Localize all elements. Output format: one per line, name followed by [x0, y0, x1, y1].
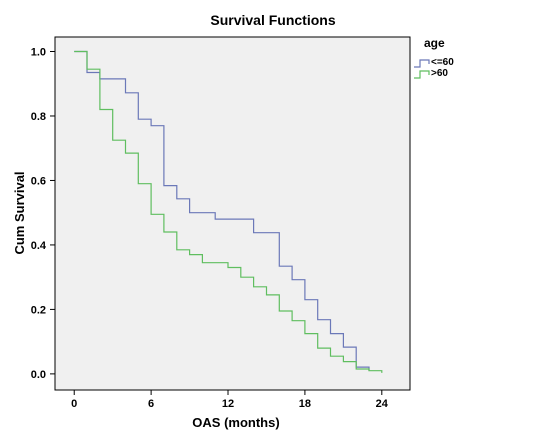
y-tick-label: 0.4	[31, 240, 47, 252]
x-tick-label: 6	[148, 398, 154, 410]
legend-label: >60	[431, 68, 448, 79]
x-axis: 0 6 12 18 24	[71, 390, 389, 410]
y-tick-label: 1.0	[31, 47, 46, 59]
chart-title: Survival Functions	[210, 12, 335, 28]
y-axis: 0.0 0.2 0.4 0.6 0.8 1.0	[31, 47, 55, 381]
series-layer	[74, 50, 383, 373]
y-tick-label: 0.8	[31, 111, 46, 123]
legend-label: <=60	[431, 57, 454, 68]
x-tick-label: 18	[299, 398, 311, 410]
y-tick-label: 0.0	[31, 369, 46, 381]
y-axis-title: Cum Survival	[12, 171, 27, 254]
legend-swatch	[414, 59, 430, 68]
legend-title: age	[424, 36, 445, 50]
x-tick-label: 0	[71, 398, 77, 410]
plot-area	[54, 36, 411, 391]
y-tick-label: 0.2	[31, 304, 46, 316]
series-line-0	[74, 50, 370, 371]
legend: age <=60>60	[414, 36, 454, 79]
x-tick-label: 24	[376, 398, 389, 410]
y-tick-label: 0.6	[31, 175, 46, 187]
x-axis-title: OAS (months)	[192, 415, 279, 430]
legend-swatch	[414, 70, 430, 79]
x-tick-label: 12	[222, 398, 234, 410]
series-line-1	[74, 50, 383, 373]
